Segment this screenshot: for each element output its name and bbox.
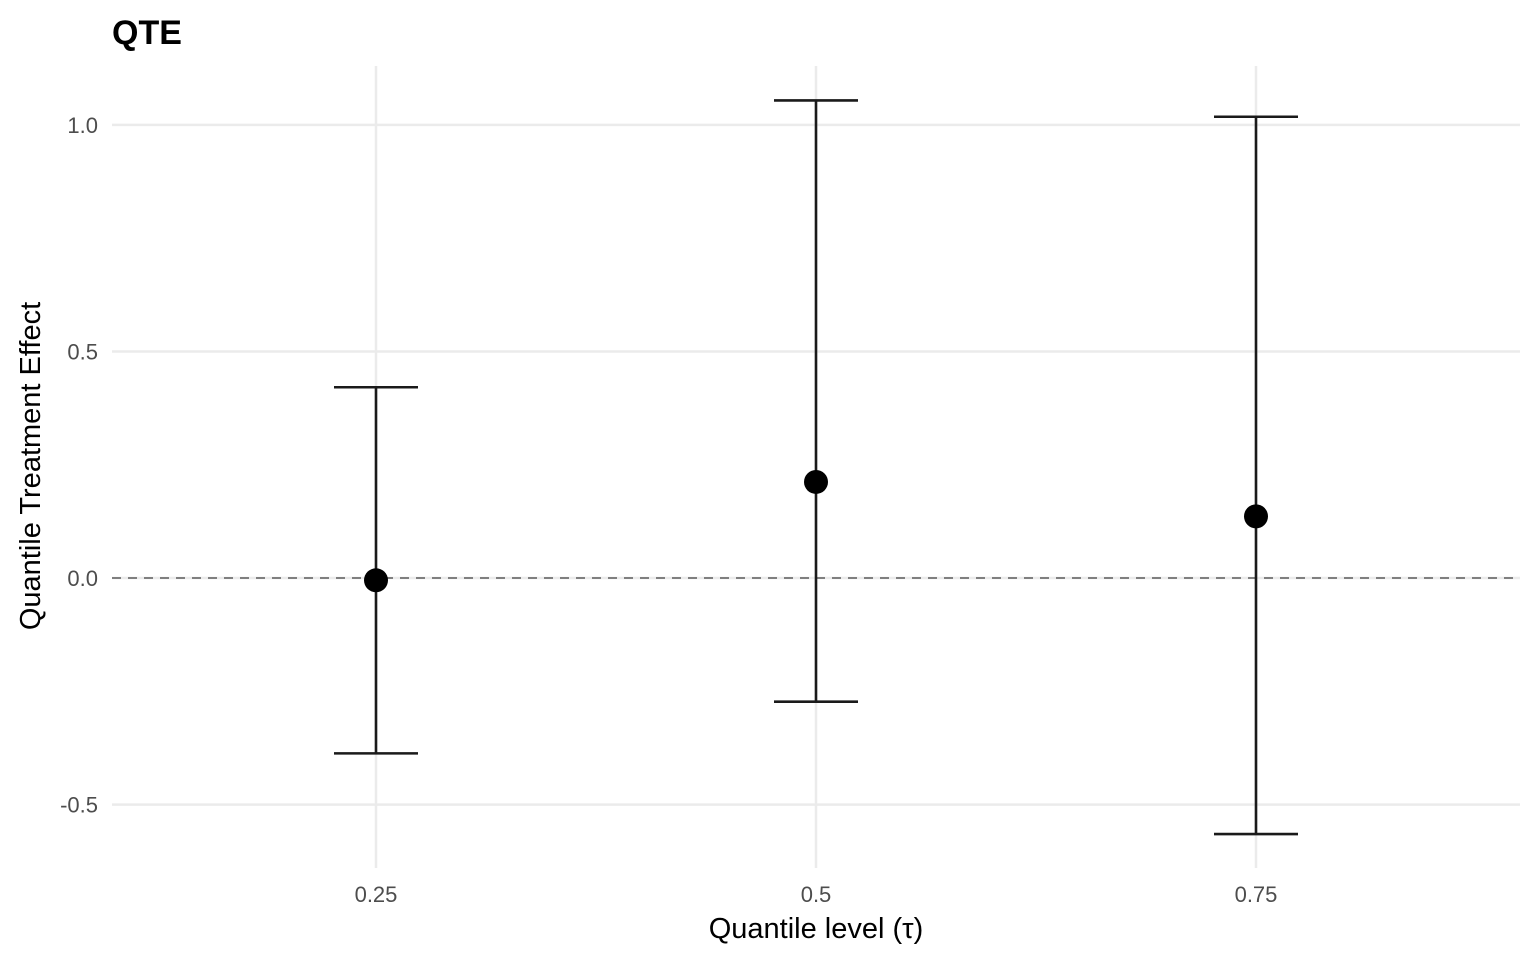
y-tick-label: 0.5	[67, 339, 98, 364]
estimate-point	[804, 469, 828, 494]
y-axis-title: Quantile Treatment Effect	[15, 302, 47, 630]
estimate-point	[1244, 504, 1268, 529]
x-tick-label: 0.25	[355, 882, 398, 907]
y-tick-label: -0.5	[60, 793, 98, 818]
y-tick-label: 0.0	[67, 566, 98, 591]
error-bars	[334, 99, 1298, 836]
x-axis-title: Quantile level (τ)	[709, 913, 924, 945]
y-axis-ticks: -0.5 0.0 0.5 1.0	[60, 113, 98, 818]
estimate-points	[364, 469, 1268, 593]
y-tick-label: 1.0	[67, 113, 98, 138]
x-tick-label: 0.75	[1235, 882, 1278, 907]
x-axis-ticks: 0.25 0.5 0.75	[355, 882, 1278, 907]
estimate-point	[364, 568, 388, 593]
x-tick-label: 0.5	[801, 882, 832, 907]
chart-title: QTE	[112, 14, 182, 52]
